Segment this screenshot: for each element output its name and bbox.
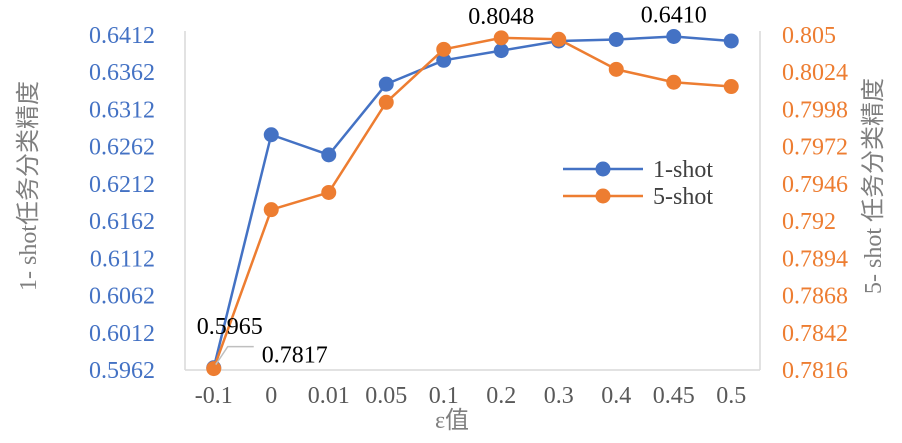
x-tick-label: 0.4 bbox=[601, 383, 631, 409]
left-y-tick-label: 0.6312 bbox=[89, 97, 155, 123]
series-point-1-shot bbox=[321, 147, 337, 163]
series-point-1-shot bbox=[608, 31, 624, 47]
left-y-axis-title: 1- shot任务分类精度 bbox=[15, 81, 42, 291]
right-y-axis-ticks: 0.7816 0.7842 0.7868 0.7894 0.792 0.7946 0.797… bbox=[782, 23, 848, 384]
right-y-tick-label: 0.805 bbox=[782, 23, 836, 49]
left-y-tick-label: 0.6412 bbox=[89, 23, 155, 49]
x-tick-label: 0.3 bbox=[544, 383, 574, 409]
data-label: 0.7817 bbox=[262, 343, 328, 369]
series-point-1-shot bbox=[436, 52, 452, 68]
series-point-5-shot bbox=[723, 79, 739, 95]
left-y-tick-label: 0.6212 bbox=[89, 172, 155, 198]
legend-1shot-marker bbox=[595, 161, 611, 177]
series-line-1-shot bbox=[212, 35, 732, 369]
series-point-1-shot bbox=[493, 43, 509, 59]
left-y-tick-label: 0.6362 bbox=[89, 60, 155, 86]
legend-5shot-marker bbox=[595, 188, 611, 204]
left-y-axis-ticks: 0.5962 0.6012 0.6062 0.6112 0.6162 0.6212 0.62… bbox=[89, 23, 155, 384]
right-y-tick-label: 0.7894 bbox=[782, 246, 848, 272]
data-label: 0.6410 bbox=[641, 2, 707, 28]
series-point-5-shot bbox=[666, 74, 682, 90]
series-point-1-shot bbox=[666, 28, 682, 44]
left-y-tick-label: 0.5962 bbox=[89, 358, 155, 384]
right-y-tick-label: 0.8024 bbox=[782, 60, 848, 86]
x-axis-title: ε值 bbox=[435, 407, 469, 434]
series-point-1-shot bbox=[263, 127, 279, 143]
left-y-tick-label: 0.6112 bbox=[90, 246, 155, 272]
series-point-5-shot bbox=[263, 202, 279, 218]
left-y-tick-label: 0.6062 bbox=[89, 284, 155, 310]
left-y-tick-label: 0.6012 bbox=[89, 321, 155, 347]
data-label: 0.5965 bbox=[197, 314, 263, 340]
right-y-tick-label: 0.7972 bbox=[782, 135, 848, 161]
x-tick-label: -0.1 bbox=[195, 383, 233, 409]
right-y-tick-label: 0.7868 bbox=[782, 284, 848, 310]
series-point-5-shot bbox=[206, 361, 222, 377]
x-tick-label: 0.45 bbox=[653, 383, 695, 409]
left-y-tick-label: 0.6162 bbox=[89, 209, 155, 235]
series-point-5-shot bbox=[608, 61, 624, 77]
x-tick-label: 0.5 bbox=[716, 383, 746, 409]
x-axis-ticks: -0.1 0 0.01 0.05 0.1 0.2 0.3 0.4 0.45 0.5 bbox=[195, 383, 747, 409]
x-tick-label: 0 bbox=[265, 383, 277, 409]
series-layer bbox=[206, 28, 739, 377]
x-tick-label: 0.2 bbox=[486, 383, 516, 409]
series-point-5-shot bbox=[551, 31, 567, 47]
series-point-5-shot bbox=[436, 41, 452, 57]
x-tick-label: 0.1 bbox=[429, 383, 459, 409]
axes bbox=[184, 31, 761, 371]
right-y-tick-label: 0.7998 bbox=[782, 97, 848, 123]
legend: 1-shot 5-shot bbox=[563, 157, 713, 210]
x-tick-label: 0.05 bbox=[365, 383, 407, 409]
legend-5shot-label: 5-shot bbox=[653, 184, 713, 210]
series-line-5-shot bbox=[212, 36, 732, 369]
series-point-5-shot bbox=[378, 94, 394, 110]
legend-1shot-label: 1-shot bbox=[653, 157, 713, 183]
right-y-axis-title: 5- shot 任务分类精度 bbox=[860, 78, 887, 294]
right-y-tick-label: 0.792 bbox=[782, 209, 836, 235]
right-y-tick-label: 0.7816 bbox=[782, 358, 848, 384]
series-point-5-shot bbox=[321, 184, 337, 200]
x-tick-label: 0.01 bbox=[308, 383, 350, 409]
data-label-leader-line bbox=[215, 345, 254, 365]
data-label: 0.8048 bbox=[468, 4, 534, 30]
left-y-tick-label: 0.6262 bbox=[89, 135, 155, 161]
data-labels: 0.5965 0.7817 0.8048 0.6410 bbox=[197, 2, 707, 368]
series-point-1-shot bbox=[723, 33, 739, 49]
right-y-tick-label: 0.7842 bbox=[782, 321, 848, 347]
series-point-5-shot bbox=[493, 30, 509, 46]
right-y-tick-label: 0.7946 bbox=[782, 172, 848, 198]
series-point-1-shot bbox=[378, 76, 394, 92]
